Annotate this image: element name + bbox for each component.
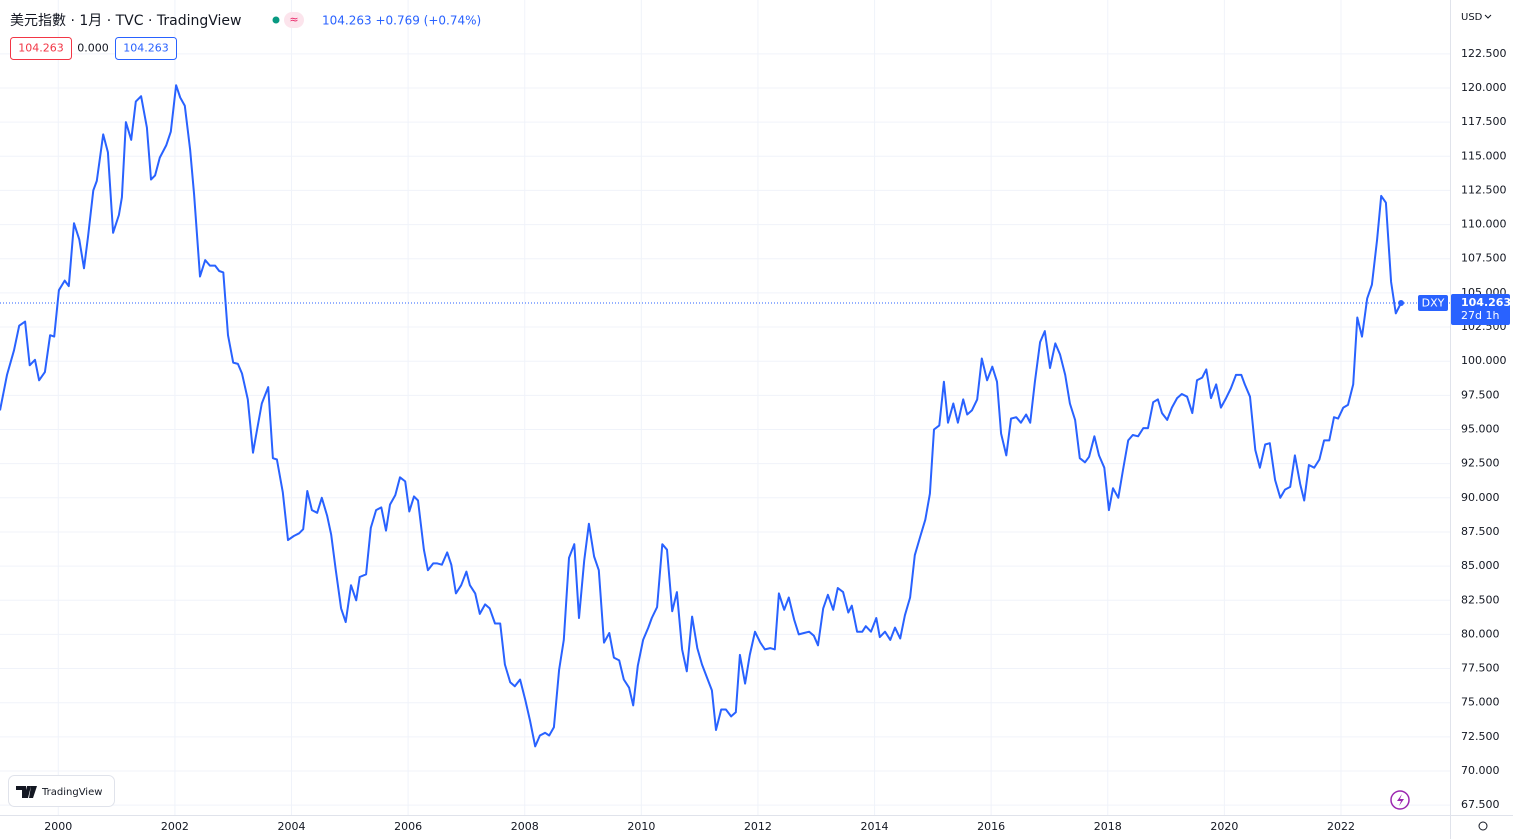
x-tick-label: 2006 bbox=[394, 820, 422, 833]
y-tick-label: 122.500 bbox=[1461, 47, 1507, 60]
y-tick-label: 92.500 bbox=[1461, 457, 1500, 470]
price-line bbox=[0, 84, 1402, 748]
lightning-icon[interactable] bbox=[1397, 794, 1404, 806]
price-tag-label: 104.263 bbox=[1461, 296, 1511, 309]
brand-logo[interactable] bbox=[16, 786, 37, 798]
x-tick-label: 2014 bbox=[861, 820, 889, 833]
x-tick-label: 2022 bbox=[1327, 820, 1355, 833]
y-tick-label: 75.000 bbox=[1461, 696, 1500, 709]
y-tick-label: 90.000 bbox=[1461, 491, 1500, 504]
y-tick-label: 112.500 bbox=[1461, 183, 1507, 196]
chart-title: 美元指數 · 1月 · TVC · TradingView bbox=[10, 13, 241, 29]
y-tick-label: 117.500 bbox=[1461, 115, 1507, 128]
status-badge bbox=[284, 12, 304, 28]
legend-box bbox=[10, 37, 72, 60]
x-tick-label: 2012 bbox=[744, 820, 772, 833]
y-tick-label: 80.000 bbox=[1461, 627, 1500, 640]
y-tick-label: 110.000 bbox=[1461, 218, 1507, 231]
y-tick-label: 70.000 bbox=[1461, 764, 1500, 777]
x-tick-label: 2010 bbox=[627, 820, 655, 833]
symbol-label: DXY bbox=[1422, 296, 1445, 309]
grid bbox=[0, 0, 1450, 815]
y-tick-label: 77.500 bbox=[1461, 662, 1500, 675]
legend-value: 104.263 bbox=[18, 42, 64, 55]
y-tick-label: 95.000 bbox=[1461, 422, 1500, 435]
brand-name[interactable]: TradingView bbox=[41, 787, 102, 798]
status-icon: ≈ bbox=[289, 13, 298, 26]
x-tick-label: 2002 bbox=[161, 820, 189, 833]
settings-button[interactable] bbox=[1478, 821, 1488, 831]
last-point bbox=[1398, 299, 1405, 306]
countdown-label: 27d 1h bbox=[1461, 309, 1499, 322]
x-tick-label: 2016 bbox=[977, 820, 1005, 833]
y-tick-label: 120.000 bbox=[1461, 81, 1507, 94]
currency-chevron[interactable] bbox=[1484, 14, 1492, 19]
legend-value: 104.263 bbox=[123, 42, 169, 55]
y-tick-label: 72.500 bbox=[1461, 730, 1500, 743]
x-tick-label: 2000 bbox=[44, 820, 72, 833]
y-tick-label: 82.500 bbox=[1461, 593, 1500, 606]
y-tick-label: 100.000 bbox=[1461, 354, 1507, 367]
x-tick-label: 2004 bbox=[278, 820, 306, 833]
y-tick-label: 115.000 bbox=[1461, 149, 1507, 162]
y-tick-label: 97.500 bbox=[1461, 388, 1500, 401]
status-dot bbox=[272, 16, 280, 24]
quote: 104.263 +0.769 (+0.74%) bbox=[322, 14, 481, 28]
symbol-tag bbox=[1418, 294, 1448, 311]
y-tick-label: 107.500 bbox=[1461, 252, 1507, 265]
legend-box bbox=[115, 37, 177, 60]
y-tick-label: 87.500 bbox=[1461, 525, 1500, 538]
x-tick-label: 2018 bbox=[1094, 820, 1122, 833]
lightning-button[interactable] bbox=[1390, 790, 1410, 810]
y-tick-label: 85.000 bbox=[1461, 559, 1500, 572]
x-tick-label: 2020 bbox=[1210, 820, 1238, 833]
x-tick-label: 2008 bbox=[511, 820, 539, 833]
y-tick-label: 67.500 bbox=[1461, 798, 1500, 811]
currency[interactable]: USD bbox=[1461, 12, 1483, 23]
brand-box[interactable] bbox=[8, 775, 115, 807]
price-tag bbox=[1451, 293, 1510, 325]
legend-value: 0.000 bbox=[77, 42, 109, 55]
